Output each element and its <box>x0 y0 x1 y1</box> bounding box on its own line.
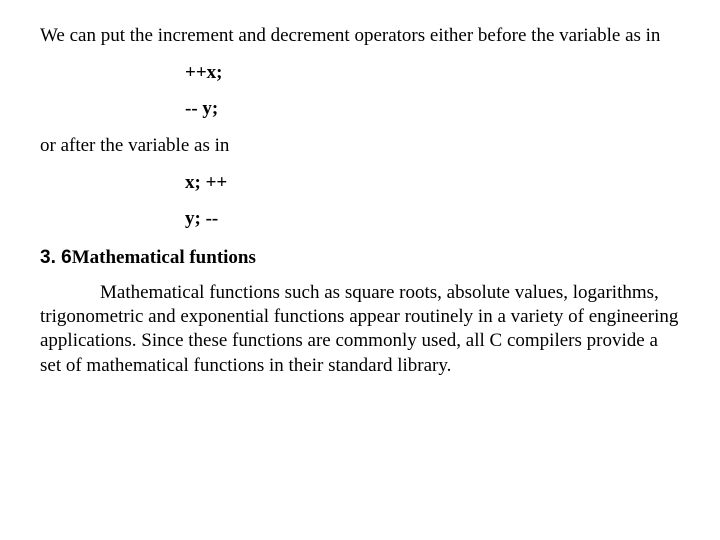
section-number: 3. 6 <box>40 247 72 268</box>
body-text: Mathematical functions such as square ro… <box>40 281 680 378</box>
intro-paragraph: We can put the increment and decrement o… <box>40 24 680 49</box>
section-heading: 3. 6Mathematical funtions <box>40 246 680 271</box>
middle-paragraph: or after the variable as in <box>40 134 680 159</box>
code-line-prefix-increment: ++x; <box>185 61 680 86</box>
code-line-postfix-decrement: y; -- <box>185 207 680 232</box>
code-line-postfix-increment: x; ++ <box>185 171 680 196</box>
section-title: Mathematical funtions <box>72 247 256 268</box>
code-line-prefix-decrement: -- y; <box>185 97 680 122</box>
body-paragraph: Mathematical functions such as square ro… <box>40 281 680 378</box>
